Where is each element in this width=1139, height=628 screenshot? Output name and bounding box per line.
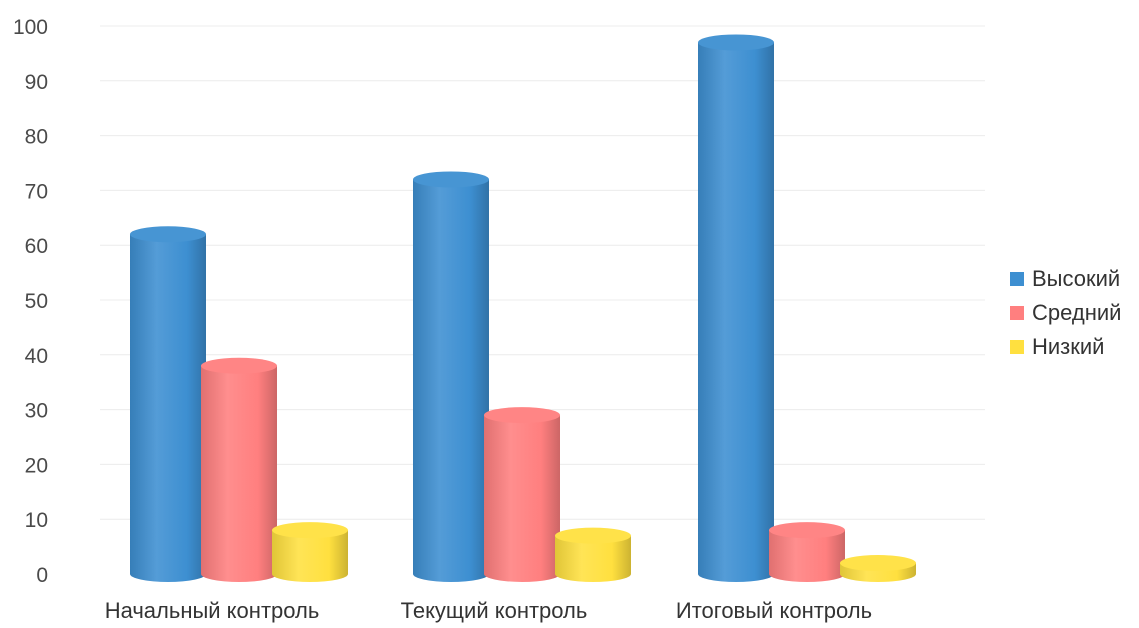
bar (130, 226, 206, 582)
y-tick-label: 80 (25, 126, 48, 149)
y-tick-label: 100 (13, 16, 48, 39)
legend-item-medium: Средний (1010, 296, 1121, 330)
y-tick-label: 20 (25, 454, 48, 477)
legend-label-high: Высокий (1032, 266, 1121, 291)
y-axis-ticks: 0 10 20 30 40 50 60 70 80 90 100 (13, 16, 48, 587)
legend-label-low: Низкий (1032, 334, 1105, 359)
bar (698, 34, 774, 582)
y-tick-label: 10 (25, 509, 48, 532)
legend-swatch-high (1010, 272, 1024, 286)
legend-item-low: Низкий (1010, 330, 1121, 364)
legend-label-medium: Средний (1032, 300, 1122, 325)
x-category-label: Текущий контроль (401, 598, 588, 623)
legend-swatch-medium (1010, 306, 1024, 320)
bar (272, 522, 348, 582)
y-tick-label: 0 (36, 564, 48, 587)
y-tick-label: 60 (25, 235, 48, 258)
y-tick-label: 70 (25, 180, 48, 203)
y-tick-label: 40 (25, 345, 48, 368)
x-category-label: Итоговый контроль (676, 598, 872, 623)
y-tick-label: 50 (25, 290, 48, 313)
y-tick-label: 90 (25, 71, 48, 94)
y-tick-label: 30 (25, 400, 48, 423)
bars (130, 34, 916, 582)
bar (413, 171, 489, 582)
legend-swatch-low (1010, 340, 1024, 354)
bar (769, 522, 845, 582)
bar (201, 357, 277, 582)
bar (484, 407, 560, 582)
x-axis-categories: Начальный контроль Текущий контроль Итогов… (105, 598, 872, 623)
x-category-label: Начальный контроль (105, 598, 320, 623)
legend: Высокий Средний Низкий (1010, 262, 1121, 364)
bar (840, 555, 916, 582)
bar (555, 527, 631, 582)
legend-item-high: Высокий (1010, 262, 1121, 296)
